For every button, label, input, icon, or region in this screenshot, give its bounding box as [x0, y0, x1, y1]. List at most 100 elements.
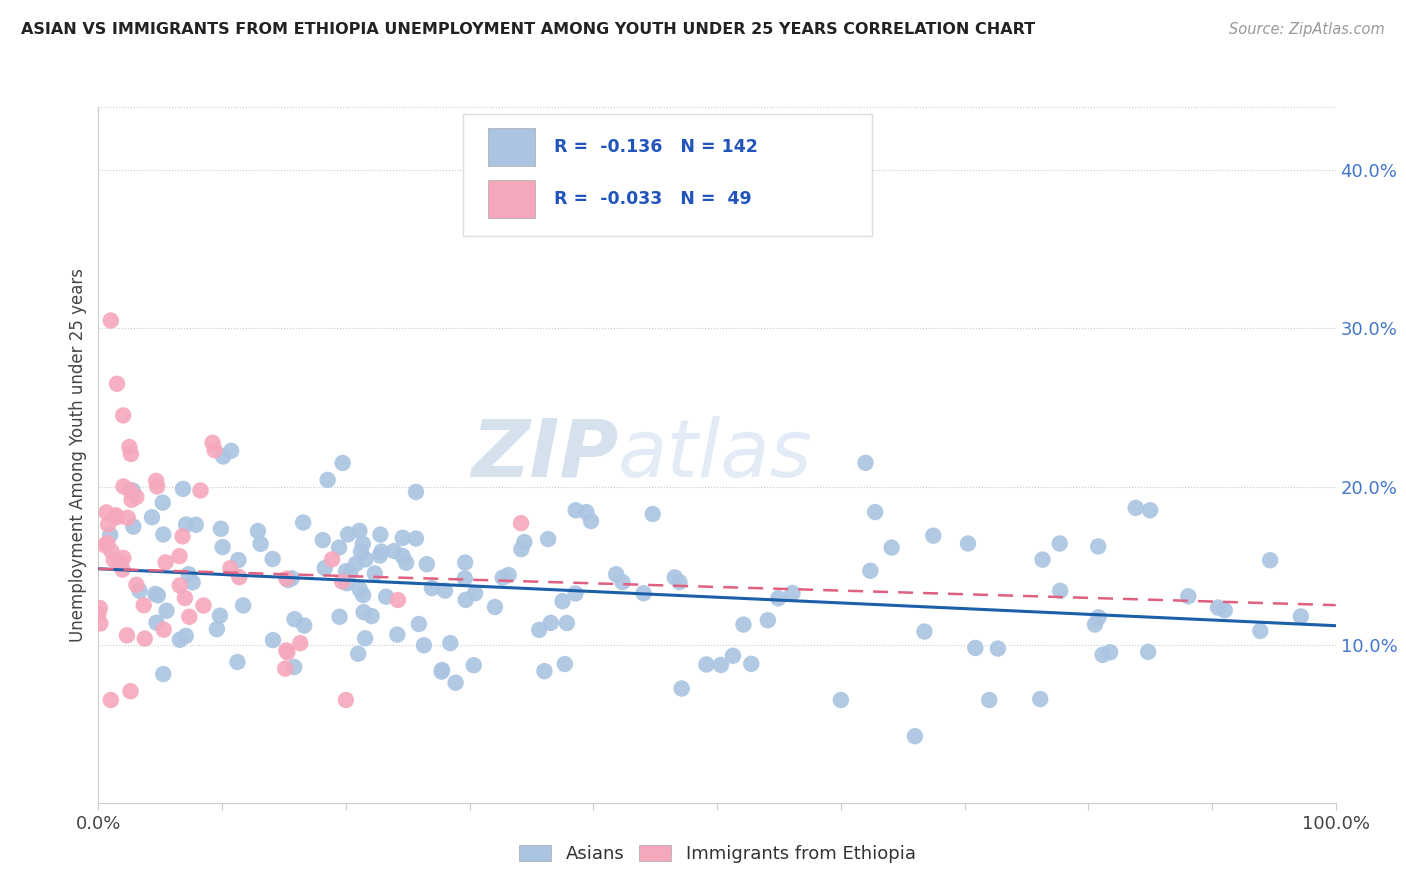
Point — [605, 567, 627, 582]
Point — [533, 664, 555, 678]
Point — [118, 483, 141, 498]
Point — [118, 440, 141, 454]
Point — [956, 536, 979, 550]
Point — [352, 537, 374, 551]
Point — [349, 524, 371, 538]
Point — [922, 529, 945, 543]
Point — [332, 456, 354, 470]
Point — [335, 693, 357, 707]
Point — [204, 443, 226, 458]
Point — [193, 599, 215, 613]
Point — [96, 505, 118, 519]
Point — [350, 544, 373, 558]
Point — [510, 542, 533, 557]
Point — [540, 615, 562, 630]
Y-axis label: Unemployment Among Youth under 25 years: Unemployment Among Youth under 25 years — [69, 268, 87, 642]
Point — [112, 409, 135, 423]
Point — [664, 570, 686, 584]
Point — [328, 609, 350, 624]
Point — [855, 456, 877, 470]
Point — [1137, 645, 1160, 659]
Point — [103, 553, 125, 567]
Text: atlas: atlas — [619, 416, 813, 494]
Point — [262, 552, 284, 566]
Point — [354, 632, 377, 646]
Point — [174, 591, 197, 605]
Point — [454, 571, 477, 585]
Text: Source: ZipAtlas.com: Source: ZipAtlas.com — [1229, 22, 1385, 37]
Point — [370, 527, 392, 541]
Point — [439, 636, 461, 650]
Point — [228, 553, 250, 567]
Point — [169, 549, 191, 563]
Point — [444, 675, 467, 690]
Point — [454, 593, 477, 607]
Point — [1091, 648, 1114, 662]
Point — [211, 540, 233, 554]
Point — [179, 609, 201, 624]
Point — [219, 443, 242, 458]
Point — [721, 648, 744, 663]
Point — [1049, 583, 1071, 598]
Point — [89, 601, 111, 615]
Point — [768, 591, 790, 606]
Point — [152, 527, 174, 541]
Point — [353, 605, 375, 619]
Point — [513, 535, 536, 549]
Point — [112, 550, 135, 565]
Point — [633, 586, 655, 600]
Point — [555, 615, 578, 630]
Point — [391, 549, 413, 563]
Point — [226, 655, 249, 669]
Point — [336, 576, 359, 591]
Point — [174, 629, 197, 643]
Point — [111, 563, 134, 577]
Point — [375, 590, 398, 604]
Point — [671, 681, 693, 696]
Point — [420, 581, 443, 595]
Text: ZIP: ZIP — [471, 416, 619, 494]
Point — [121, 492, 143, 507]
Point — [1084, 617, 1107, 632]
Point — [733, 617, 755, 632]
Point — [121, 483, 143, 498]
Point — [387, 627, 409, 641]
Point — [290, 636, 312, 650]
Point — [100, 544, 122, 558]
Point — [172, 482, 194, 496]
Point — [756, 613, 779, 627]
Point — [105, 376, 128, 391]
Point — [430, 663, 453, 677]
Point — [132, 599, 155, 613]
Point — [122, 519, 145, 533]
Point — [249, 537, 271, 551]
Point — [89, 616, 111, 631]
Point — [169, 578, 191, 592]
Point — [1029, 692, 1052, 706]
Point — [314, 561, 336, 575]
Point — [352, 588, 374, 602]
Point — [1177, 589, 1199, 603]
Point — [368, 549, 391, 563]
Point — [292, 618, 315, 632]
FancyBboxPatch shape — [488, 180, 536, 219]
Point — [965, 640, 987, 655]
Text: ASIAN VS IMMIGRANTS FROM ETHIOPIA UNEMPLOYMENT AMONG YOUTH UNDER 25 YEARS CORREL: ASIAN VS IMMIGRANTS FROM ETHIOPIA UNEMPL… — [21, 22, 1035, 37]
Point — [1049, 536, 1071, 550]
Point — [987, 641, 1010, 656]
Point — [96, 536, 118, 550]
Point — [152, 496, 174, 510]
Text: R =  -0.136   N = 142: R = -0.136 N = 142 — [554, 138, 758, 156]
Point — [145, 587, 167, 601]
Legend: Asians, Immigrants from Ethiopia: Asians, Immigrants from Ethiopia — [512, 838, 922, 871]
Point — [125, 490, 148, 504]
Point — [328, 541, 350, 555]
Point — [246, 524, 269, 538]
Point — [190, 483, 212, 498]
Point — [416, 558, 439, 572]
Point — [172, 529, 194, 543]
Point — [364, 566, 387, 581]
Point — [344, 557, 367, 571]
Point — [117, 511, 139, 525]
FancyBboxPatch shape — [488, 128, 536, 166]
